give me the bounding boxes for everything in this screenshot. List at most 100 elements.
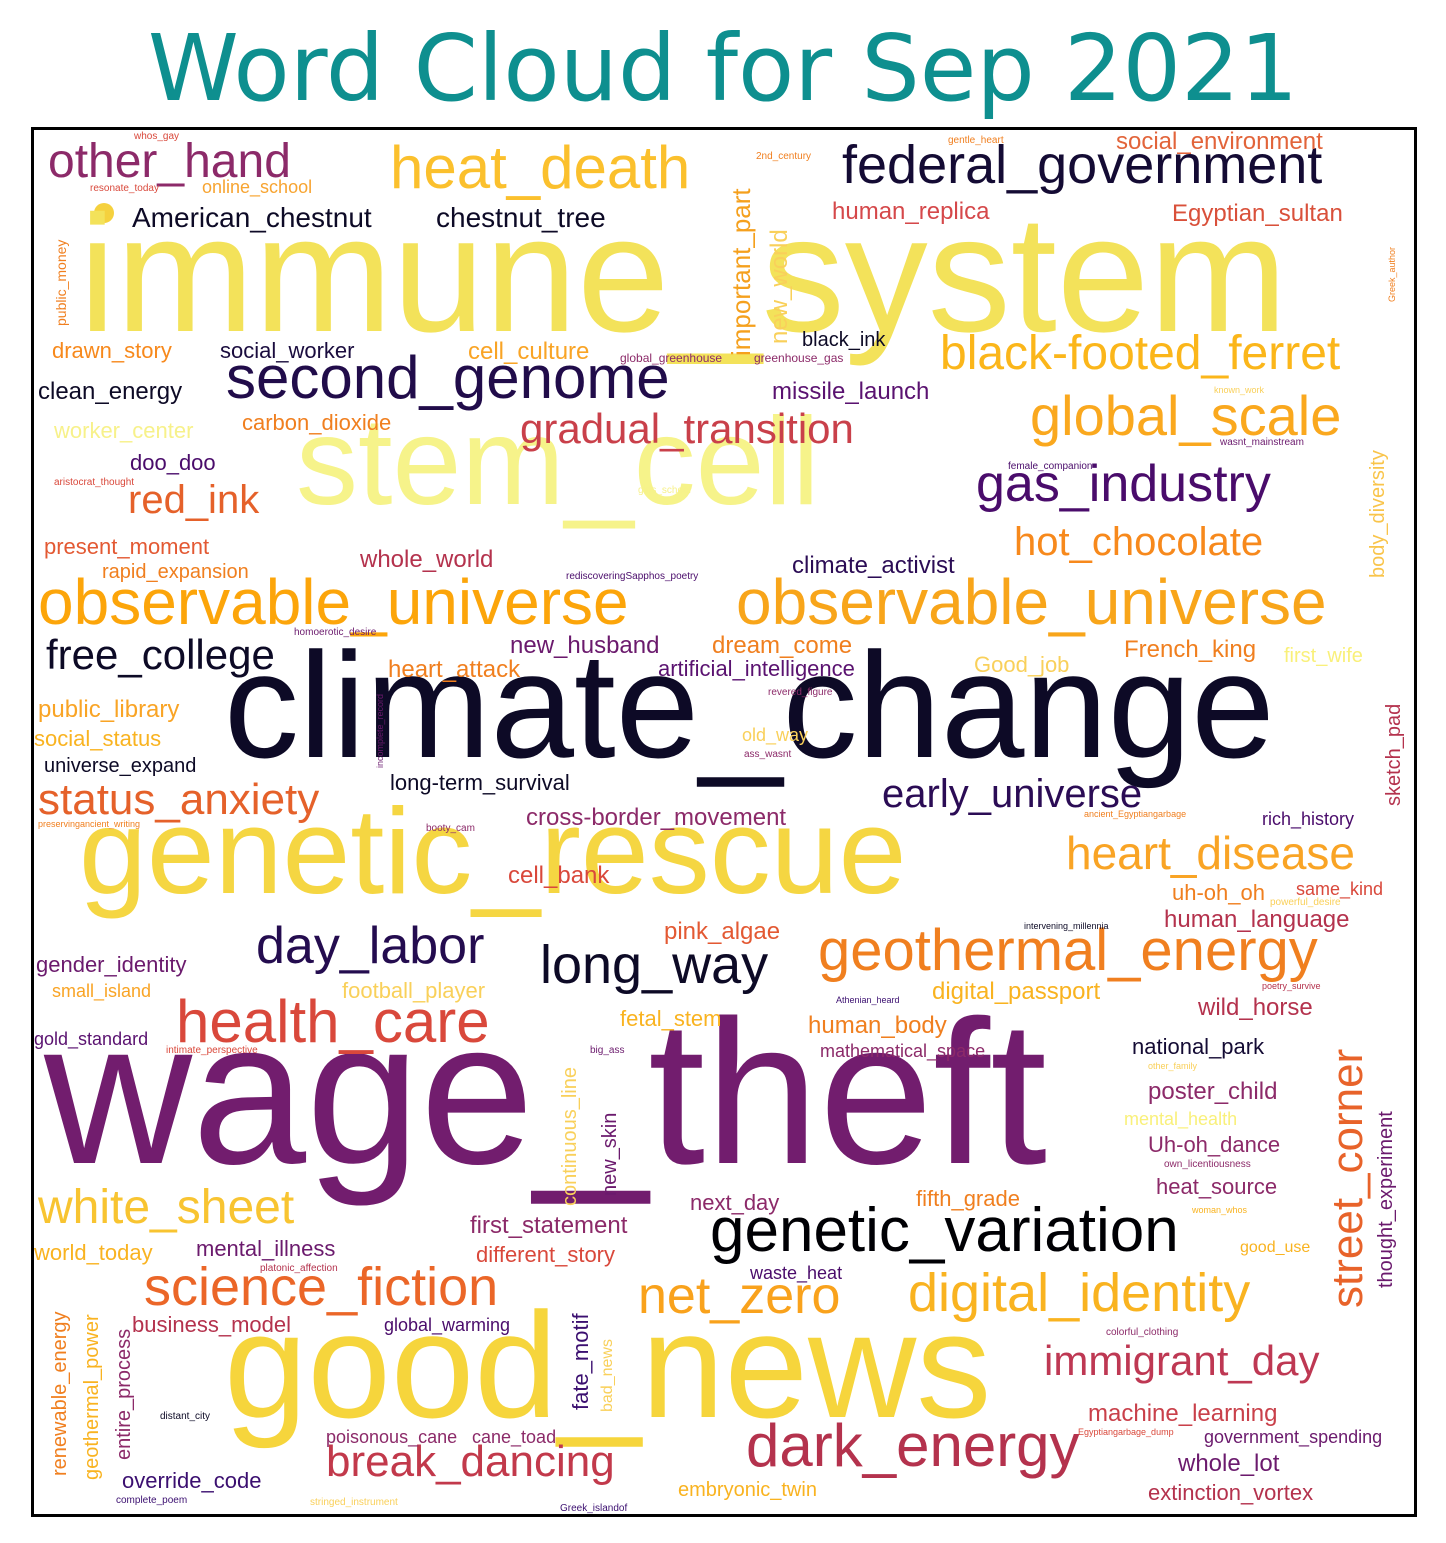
word-cloud-term: present_moment	[44, 534, 210, 559]
word-cloud-term: fate_motif	[568, 1313, 593, 1410]
word-cloud-term: Egyptian_sultan	[1172, 200, 1343, 227]
word-cloud-term: business_model	[132, 1312, 291, 1337]
word-cloud-term: stringed_instrument	[310, 1497, 398, 1508]
word-cloud-term: digital_identity	[908, 1263, 1251, 1323]
word-cloud-term: heart_attack	[388, 656, 521, 683]
word-cloud-term: other_hand	[48, 135, 291, 188]
word-cloud-term: greenhouse_gas	[754, 351, 844, 365]
word-cloud-term: human_body	[808, 1012, 947, 1039]
word-cloud-term: early_universe	[882, 772, 1143, 816]
word-cloud-term: American_chestnut	[132, 202, 372, 233]
word-cloud-term: free_college	[46, 631, 275, 678]
word-cloud-term: public_money	[53, 239, 69, 326]
word-cloud-term: distant_city	[160, 1411, 211, 1422]
word-cloud-term: ancient_Egyptiangarbage	[1084, 809, 1187, 819]
word-cloud-term: wasnt_mainstream	[1220, 437, 1304, 448]
word-cloud-term: Athenian_heard	[836, 995, 900, 1005]
word-cloud-term: override_code	[122, 1468, 262, 1493]
word-cloud-term: day_labor	[256, 917, 485, 975]
word-cloud-term: whole_world	[360, 546, 494, 573]
word-cloud-term: complete_poem	[116, 1495, 188, 1506]
word-cloud-term: powerful_desire	[1270, 897, 1341, 908]
word-cloud-term: drawn_story	[52, 338, 172, 363]
word-cloud-term: government_spending	[1204, 1427, 1383, 1447]
word-cloud-term: carbon_dioxide	[242, 410, 392, 435]
word-cloud-term: immigrant_day	[1044, 1337, 1320, 1384]
word-cloud-term: waste_heat	[750, 1263, 843, 1283]
word-cloud-term: genetic_variation	[710, 1196, 1179, 1265]
word-cloud-term: climate_activist	[792, 552, 955, 579]
word-cloud-term: geothermal_power	[81, 1314, 103, 1480]
word-cloud-term: rediscoveringSapphos_poetry	[566, 571, 699, 582]
word-cloud-term: old_way	[742, 725, 809, 745]
word-cloud-term: preservingancient_writing	[38, 819, 141, 829]
word-cloud-term: Good_job	[974, 652, 1070, 677]
word-cloud-term: thought_experiment	[1375, 1111, 1397, 1288]
word-cloud-term: status_anxiety	[38, 775, 320, 824]
word-cloud-term: good_use	[1240, 1239, 1311, 1256]
word-cloud-term: poetry_survive	[1262, 981, 1321, 991]
word-cloud-term: global_greenhouse	[620, 351, 723, 365]
word-cloud-term: intimate_perspective	[166, 1045, 258, 1056]
word-cloud-term: worker_center	[54, 418, 194, 443]
word-cloud-term: public_library	[38, 696, 180, 723]
word-cloud-term: homoerotic_desire	[294, 627, 377, 638]
word-cloud-term: gentle_heart	[948, 135, 1004, 146]
word-cloud-term: cell_culture	[468, 338, 590, 365]
word-cloud-term: important_part	[726, 188, 756, 356]
word-cloud-term: pink_algae	[664, 918, 781, 945]
word-cloud-term: first_wife	[1284, 645, 1363, 667]
word-cloud-term: different_story	[476, 1242, 616, 1267]
word-cloud-term: rich_history	[1262, 809, 1355, 829]
word-cloud-term: other_family	[1148, 1061, 1198, 1071]
word-cloud-term: dark_energy	[746, 1412, 1080, 1479]
word-cloud-term: 2nd_century	[756, 151, 812, 162]
word-cloud-term: social_status	[34, 726, 162, 751]
word-cloud-term: woman_whos	[1192, 1205, 1248, 1215]
word-cloud-term: same_kind	[1296, 879, 1384, 899]
word-cloud-term: small_island	[52, 981, 152, 1001]
word-cloud-term: revered_figure	[768, 687, 833, 698]
word-cloud-term: Greek_islandof	[560, 1503, 628, 1514]
word-cloud-term: gold_standard	[34, 1029, 149, 1049]
word-cloud-term: rapid_expansion	[102, 561, 249, 583]
word-cloud-term: own_licentiousness	[1164, 1159, 1251, 1170]
word-cloud-term: Egyptiangarbage_dump	[1078, 1427, 1174, 1437]
word-cloud-term: entire_process	[113, 1328, 135, 1460]
word-cloud-term: known_work	[1214, 385, 1265, 395]
word-cloud-term: cane_toad	[472, 1427, 557, 1447]
word-cloud-term: booty_cam	[426, 823, 475, 834]
word-cloud-term: next_day	[690, 1190, 780, 1215]
word-cloud-term: resonate_today	[90, 183, 159, 194]
word-cloud-term: dream_come	[712, 632, 853, 659]
word-cloud-frame: immune_system climate_change wage_theft gen…	[31, 127, 1417, 1517]
word-cloud-term: chestnut_tree	[436, 202, 606, 233]
word-cloud-term: mathematical_space	[820, 1041, 986, 1061]
word-cloud-term: machine_learning	[1088, 1400, 1278, 1427]
word-cloud-term: net_zero	[638, 1267, 841, 1325]
word-cloud-term: black_ink	[802, 329, 886, 351]
word-cloud-term: second_genome	[226, 344, 670, 411]
word-cloud-term: stem_cell	[296, 393, 820, 531]
word-cloud-term: incomplete_record	[375, 693, 385, 768]
word-cloud-term: observable_universe	[38, 566, 629, 638]
word-cloud-term: poster_child	[1148, 1078, 1278, 1105]
word-cloud-term: science_fiction	[144, 1257, 499, 1317]
word-cloud-term: heart_disease	[1066, 827, 1355, 879]
word-cloud-term: heat_death	[390, 134, 691, 201]
word-cloud-term: bad_news	[599, 1339, 616, 1412]
word-cloud-term: big_ass	[590, 1045, 625, 1056]
word-cloud-term: renewable_energy	[49, 1311, 71, 1476]
word-cloud-term: break_dancing	[326, 1437, 615, 1486]
word-cloud-term: whole_lot	[1178, 1450, 1280, 1477]
word-cloud-term: whos_gay	[134, 131, 180, 142]
word-cloud-term: continuous_line	[559, 1067, 581, 1206]
word-cloud-term: federal_government	[842, 135, 1323, 195]
word-cloud-term: fetal_stem	[620, 1006, 722, 1031]
word-cloud-term: body_diversity	[1367, 450, 1389, 578]
word-cloud-term: artificial_intelligence	[658, 656, 855, 681]
word-cloud-term: poisonous_cane	[326, 1427, 458, 1447]
word-cloud-term: cross-border_movement	[526, 804, 787, 831]
word-cloud-term: national_park	[1132, 1034, 1265, 1059]
word-cloud-term: doo_doo	[130, 450, 216, 475]
